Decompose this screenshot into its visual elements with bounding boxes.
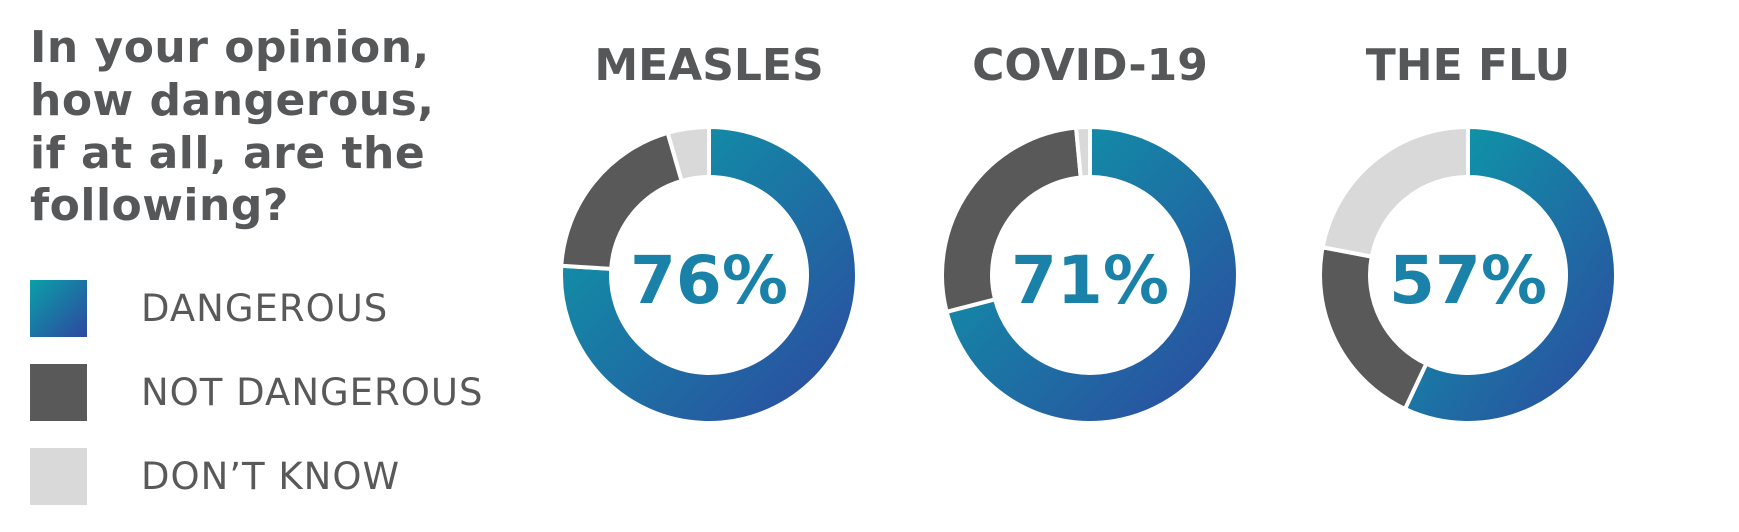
center-percentage-label: 71% [1011,242,1169,319]
center-percentage-label: 76% [630,242,788,319]
legend: DANGEROUS NOT DANGEROUS DON’T KNOW [30,279,484,532]
slice-don-t-know [1320,124,1470,259]
slice-not-dangerous [940,125,1083,315]
legend-swatch-dont-know [30,447,87,505]
legend-swatch-dangerous [30,279,87,337]
question-line: if at all, are the [30,127,426,179]
chart-title: THE FLU [1366,40,1570,91]
slice-don-t-know [665,124,711,184]
legend-item-not-dangerous: NOT DANGEROUS [30,363,484,421]
slice-dangerous [944,124,1240,425]
question-line: following? [30,180,289,232]
slice-dangerous [559,124,859,425]
legend-label: DON’T KNOW [141,454,401,498]
legend-label: NOT DANGEROUS [141,370,484,414]
donut-chart-the-flu: THE FLU 57% [1318,40,1618,425]
question-line: how dangerous, [30,74,435,126]
slice-dangerous [1402,124,1618,425]
chart-title: COVID-19 [972,40,1208,91]
center-percentage-label: 57% [1389,242,1547,319]
legend-label: DANGEROUS [141,286,389,330]
legend-item-dangerous: DANGEROUS [30,279,483,337]
legend-item-dont-know: DON’T KNOW [30,447,483,505]
donut-chart-measles: MEASLES 76% [559,40,859,425]
legend-swatch-not-dangerous [30,363,87,421]
donut-chart-covid-19: COVID-19 71% [940,40,1240,425]
chart-title: MEASLES [594,40,823,91]
slice-don-t-know [1073,124,1092,180]
question-heading: In your opinion, how dangerous, if at al… [30,22,470,233]
question-line: In your opinion, [30,22,430,73]
